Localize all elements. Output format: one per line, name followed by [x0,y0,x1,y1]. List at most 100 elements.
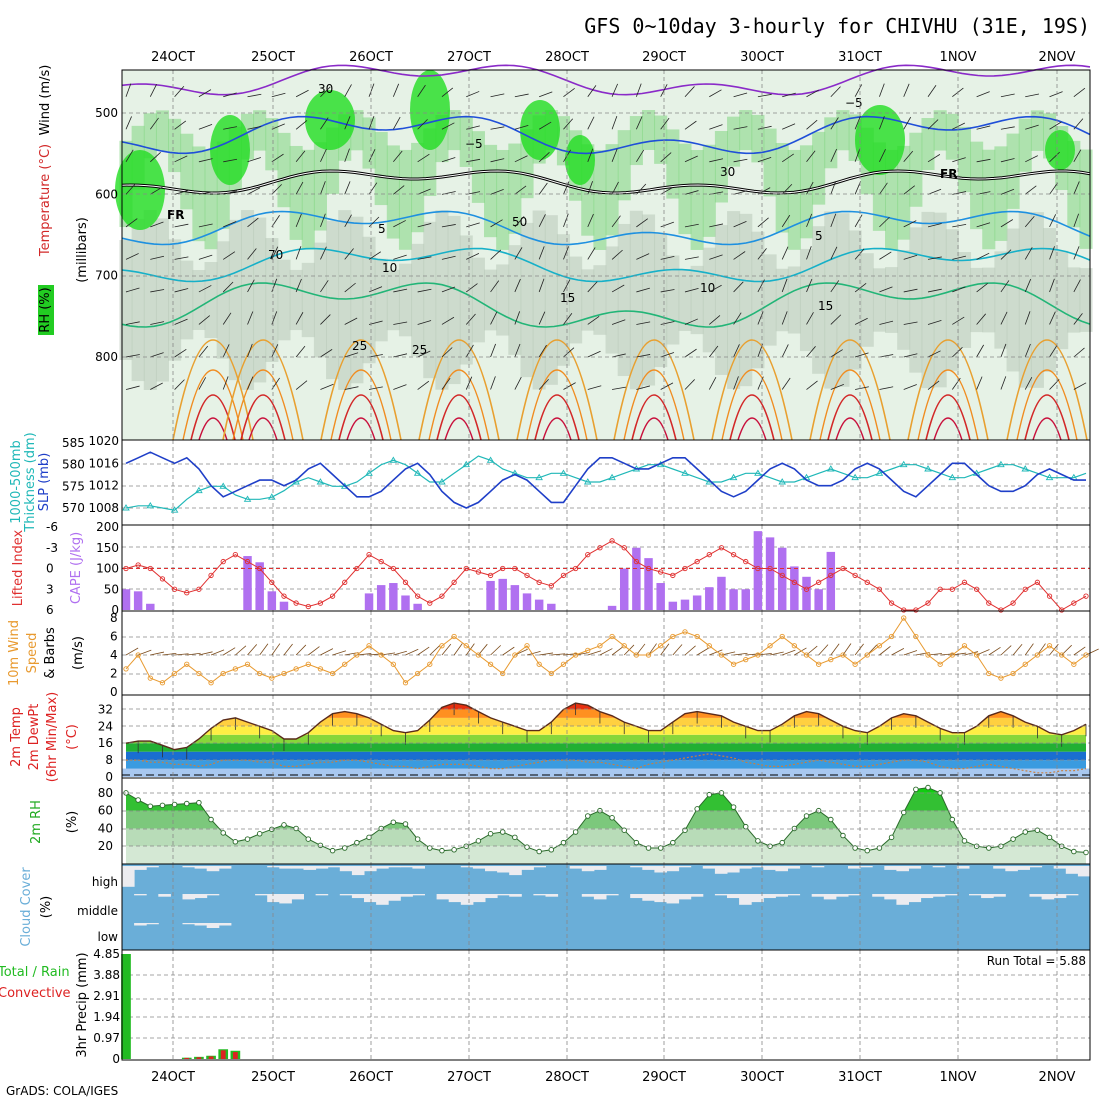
wind-barb-upper [611,83,618,97]
rh-marker [293,825,299,832]
temp-contour-warm-lobe [809,339,891,441]
pressure-axis-label: (millibars) [75,217,90,283]
wind-barb-upper [830,148,838,162]
rh-axis-label: (%) [65,811,80,834]
date-label-bottom-30OCT: 30OCT [740,1070,784,1085]
wind-barb-upper [733,344,740,358]
wind-barb-10m [441,643,452,656]
wind-barb-10m [1073,646,1086,656]
temp-contour-warm-lobe [721,369,783,441]
cloud-clear-bar [884,894,897,900]
wind-barb-upper [854,352,869,358]
wind-barb-upper [247,126,262,130]
thickness-marker [486,456,495,463]
temp-contour-label-4: 10 [382,261,397,275]
cloud-clear-bar [460,866,474,868]
date-label-top-27OCT: 27OCT [447,50,491,65]
cloud-clear-bar [654,894,667,903]
rh-legend-swatch [38,285,54,335]
rh-tick-60: 60 [98,804,113,818]
wind-barb-upper [271,123,285,130]
cloud-clear-bar [194,923,208,926]
rh-marker [1083,849,1089,856]
temp-contour-warm-lobe [623,369,685,441]
wind-speed-marker [536,661,542,667]
rh-green-band [1018,118,1032,172]
rh-gray-band [155,218,170,382]
wind-barb-upper [344,386,359,390]
cloud-clear-bar [775,894,788,897]
rh-marker [171,801,178,808]
rh-marker [1010,836,1016,842]
cloud-axis-label: (%) [39,896,54,919]
wind-barb-upper [320,213,326,228]
cloud-clear-bar [763,894,776,899]
lifted-index-marker [475,569,482,575]
wind-barb-upper [1024,247,1033,260]
wind-barb-upper [174,190,189,195]
wind-speed-marker [864,652,870,658]
cloud-clear-bar [606,894,619,896]
lifted-index-marker [633,558,640,565]
date-label-top-24OCT: 24OCT [151,50,195,65]
cloud-clear-bar [944,894,958,896]
rh-marker [281,822,287,828]
rh-green-band [447,110,461,151]
wind-barb-upper [733,220,747,228]
lifted-index-marker [500,565,506,572]
wind-barb-upper [636,385,651,390]
rh-gray-band [362,236,376,364]
rh-marker [621,827,627,833]
precip-total-bar [121,954,131,1059]
wind-barb-upper [879,354,894,358]
wind-barb-upper [976,91,990,98]
rh-gray-band [423,221,437,379]
wind-barb-10m [611,646,624,656]
wind-barb-upper [223,126,238,130]
wind-barb-upper [344,116,351,130]
cloud-clear-bar [969,894,982,896]
rh-green-band [775,143,789,233]
wind-barb-10m [964,651,979,656]
wind-barb-10m [393,650,407,656]
wind-barb-10m [150,651,165,656]
wind-barb-upper [806,213,813,228]
wind-speed-marker [718,652,725,658]
wind-barb-upper [684,223,699,228]
date-label-top-2NOV: 2NOV [1039,50,1076,65]
cloud-clear-bar [581,866,595,872]
rh-marker [487,831,494,837]
temp-contour-warm-lobe [240,394,286,441]
wind-barb-upper [733,158,748,163]
wind-barb-upper [952,316,965,325]
rh-gray-band [799,248,814,352]
wind-barb-upper [441,347,453,358]
rh-green-band [459,116,473,167]
lifted-index-marker [572,565,579,572]
cloud-clear-bar [545,894,559,897]
rh-green-band [253,110,267,151]
wind-barb-10m [879,646,891,656]
lifted-index-marker [864,579,870,585]
temp-tick-0: 0 [105,770,113,784]
thickness-marker [851,473,859,481]
wind-barb-upper [150,321,165,325]
rh-green-band [641,110,656,151]
cape-bar [255,562,264,610]
rh-green-band [787,149,801,250]
thickness-marker [438,478,446,485]
wind-barb-upper [466,222,480,228]
cape-bar [243,556,252,610]
wind-barb-upper [757,125,772,130]
cloud-clear-bar [932,894,946,897]
cape-bar [486,580,495,610]
cape-bar [133,591,143,610]
cloud-level-middle: middle [77,904,118,918]
rh-marker [1071,848,1077,855]
rh-green-band [702,144,716,237]
wind-barb-10m [745,653,760,656]
date-label-top-31OCT: 31OCT [838,50,882,65]
rh-green-band [484,144,498,238]
cloud-clear-bar [182,923,196,925]
wind-barb-upper [514,247,523,260]
